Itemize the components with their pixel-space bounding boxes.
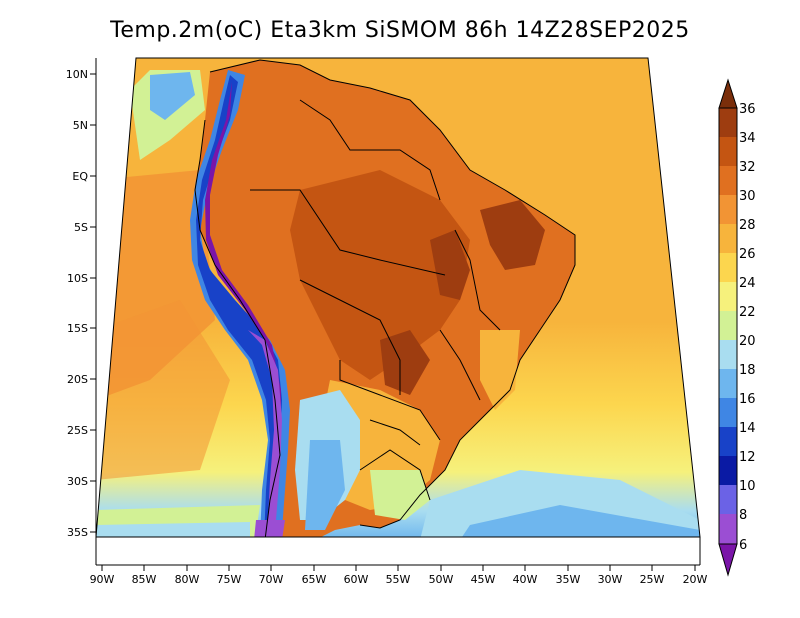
map-title: Temp.2m(oC) Eta3km SiSMOM 86h 14Z28SEP20…: [110, 18, 690, 43]
lat-label-25s: 25S: [67, 424, 88, 437]
lat-label-10n: 10N: [66, 68, 88, 81]
colorbar-label-10: 10: [739, 479, 756, 494]
longitude-ticks: [101, 565, 696, 571]
colorbar-label-16: 16: [739, 392, 756, 407]
colorbar-swatch-8-10: [719, 485, 737, 514]
latitude-ticks: [90, 73, 96, 533]
colorbar-swatch-34-36: [719, 108, 737, 137]
colorbar-label-24: 24: [739, 276, 756, 291]
lat-label-35s: 35S: [67, 526, 88, 539]
lon-label-40w: 40W: [513, 573, 538, 586]
lat-label-30s: 30S: [67, 475, 88, 488]
colorbar-swatch-16-18: [719, 369, 737, 398]
lon-label-20w: 20W: [683, 573, 708, 586]
lat-label-5s: 5S: [74, 221, 88, 234]
country-borders: [194, 59, 576, 537]
lon-label-70w: 70W: [259, 573, 284, 586]
colorbar-label-34: 34: [739, 131, 756, 146]
colorbar-swatch-26-28: [719, 224, 737, 253]
colorbar-swatch-20-22: [719, 311, 737, 340]
colorbar-label-6: 6: [739, 538, 747, 553]
colorbar-swatch-12-14: [719, 427, 737, 456]
colorbar-label-12: 12: [739, 450, 756, 465]
colorbar-swatch-6-8: [719, 514, 737, 544]
temperature-field: [96, 58, 700, 537]
colorbar: 36 34 32 30 28 26 24 22 20 18 16 14 12 1…: [718, 78, 756, 577]
lon-label-25w: 25W: [640, 573, 665, 586]
colorbar-label-18: 18: [739, 363, 756, 378]
colorbar-cap-bottom: [718, 543, 738, 577]
lat-label-15s: 15S: [67, 322, 88, 335]
colorbar-swatch-14-16: [719, 398, 737, 427]
lat-label-eq: EQ: [72, 170, 88, 183]
lat-label-20s: 20S: [67, 373, 88, 386]
colorbar-swatch-28-30: [719, 195, 737, 224]
lon-label-55w: 55W: [386, 573, 411, 586]
lon-label-65w: 65W: [302, 573, 327, 586]
colorbar-swatch-10-12: [719, 456, 737, 485]
colorbar-swatch-30-32: [719, 166, 737, 195]
lat-label-10s: 10S: [67, 272, 88, 285]
lat-label-5n: 5N: [73, 119, 88, 132]
lon-label-60w: 60W: [344, 573, 369, 586]
colorbar-label-22: 22: [739, 305, 756, 320]
colorbar-label-8: 8: [739, 508, 747, 523]
colorbar-cap-top: [718, 78, 738, 109]
colorbar-swatch-22-24: [719, 282, 737, 311]
colorbar-label-20: 20: [739, 334, 756, 349]
colorbar-swatch-18-20: [719, 340, 737, 369]
lon-label-85w: 85W: [132, 573, 157, 586]
colorbar-label-14: 14: [739, 421, 756, 436]
colorbar-label-28: 28: [739, 218, 756, 233]
lon-label-75w: 75W: [217, 573, 242, 586]
lon-label-35w: 35W: [556, 573, 581, 586]
lon-label-90w: 90W: [90, 573, 115, 586]
lon-label-30w: 30W: [598, 573, 623, 586]
colorbar-label-32: 32: [739, 160, 756, 175]
lon-label-50w: 50W: [429, 573, 454, 586]
lon-label-80w: 80W: [175, 573, 200, 586]
colorbar-swatch-24-26: [719, 253, 737, 282]
colorbar-label-26: 26: [739, 247, 756, 262]
colorbar-swatch-32-34: [719, 137, 737, 166]
colorbar-label-30: 30: [739, 189, 756, 204]
colorbar-label-36: 36: [739, 102, 756, 117]
lon-label-45w: 45W: [471, 573, 496, 586]
